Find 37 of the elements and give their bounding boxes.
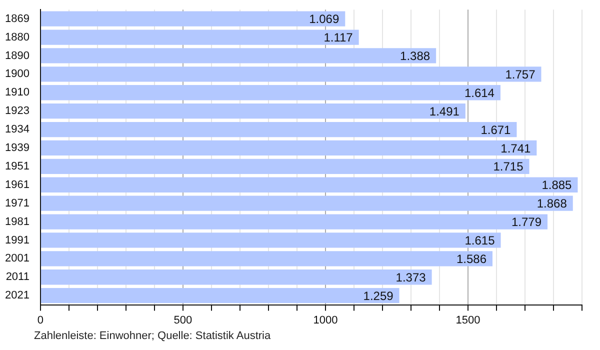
- y-tick-label: 1961: [4, 178, 30, 191]
- data-label: 1.715: [493, 160, 524, 174]
- data-label: 1.671: [480, 122, 512, 137]
- y-tick-label: 2021: [4, 290, 30, 302]
- y-tick-label: 1880: [4, 31, 30, 44]
- y-tick-label: 1991: [4, 234, 30, 246]
- y-tick-label: 1900: [4, 68, 30, 80]
- text: Zahlenleiste: Einwohner; Quelle: Statistik Austria: [34, 330, 271, 342]
- data-label: 1.373: [396, 270, 426, 284]
- data-label: 1.615: [464, 234, 496, 248]
- data-label: 1.614: [464, 86, 495, 100]
- data-label: 1.885: [542, 178, 572, 192]
- y-tick-label: 2001: [4, 252, 30, 265]
- data-label: 1.388: [400, 49, 430, 64]
- data-label: 1.586: [456, 252, 487, 266]
- data-label: 1.491: [429, 104, 460, 118]
- data-label: 1.259: [363, 288, 394, 303]
- x-tick-label: 500: [174, 314, 192, 326]
- y-tick-label: 2011: [6, 271, 30, 284]
- x-tick-label: 0: [37, 314, 44, 326]
- y-tick-label: 1869: [4, 12, 30, 25]
- data-label: 1.868: [536, 196, 568, 211]
- data-label: 1.117: [324, 30, 354, 45]
- x-tick-label: 1500: [456, 314, 480, 326]
- y-tick-label: 1939: [4, 142, 30, 154]
- y-tick-label: 1981: [4, 216, 30, 228]
- data-label: 1.757: [505, 67, 536, 82]
- data-label: 1.741: [500, 141, 532, 156]
- data-label: 1.779: [511, 215, 542, 230]
- y-tick-label: 1890: [4, 50, 30, 62]
- y-tick-label: 1951: [4, 160, 30, 172]
- y-tick-label: 1910: [4, 86, 30, 99]
- y-tick-label: 1923: [4, 105, 30, 118]
- x-tick-label: 1000: [313, 314, 338, 326]
- data-label: 1.069: [309, 12, 340, 26]
- y-tick-label: 1971: [4, 197, 30, 210]
- y-tick-label: 1934: [4, 124, 30, 136]
